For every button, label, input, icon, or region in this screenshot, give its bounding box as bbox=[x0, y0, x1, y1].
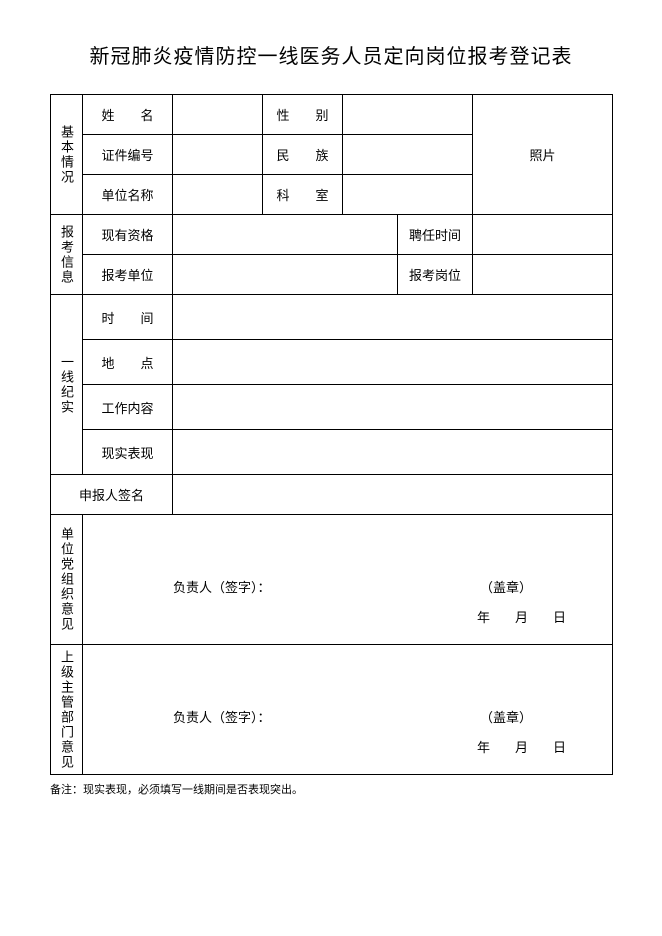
label-work-content: 工作内容 bbox=[83, 385, 173, 430]
unit-stamp-label: （盖章） bbox=[480, 577, 532, 596]
label-gender: 性 别 bbox=[263, 95, 343, 135]
value-unit-name bbox=[173, 175, 263, 215]
value-applicant-sign bbox=[173, 475, 613, 515]
label-id-number: 证件编号 bbox=[83, 135, 173, 175]
footnote: 备注：现实表现，必须填写一线期间是否表现突出。 bbox=[50, 781, 612, 797]
label-applicant-sign: 申报人签名 bbox=[51, 475, 173, 515]
unit-opinion-cell: 负责人（签字）： （盖章） 年 月 日 bbox=[83, 515, 613, 645]
value-qualification bbox=[173, 215, 398, 255]
section-basic-header: 基本情况 bbox=[51, 95, 83, 215]
label-name: 姓 名 bbox=[83, 95, 173, 135]
section-record-header: 一线纪实 bbox=[51, 295, 83, 475]
label-qualification: 现有资格 bbox=[83, 215, 173, 255]
value-apply-post bbox=[473, 255, 613, 295]
value-gender bbox=[343, 95, 473, 135]
unit-date-label: 年 月 日 bbox=[477, 607, 572, 626]
form-title: 新冠肺炎疫情防控一线医务人员定向岗位报考登记表 bbox=[50, 40, 612, 69]
label-appoint-time: 聘任时间 bbox=[398, 215, 473, 255]
section-exam-header: 报考信息 bbox=[51, 215, 83, 295]
label-apply-unit: 报考单位 bbox=[83, 255, 173, 295]
label-time: 时 间 bbox=[83, 295, 173, 340]
value-time bbox=[173, 295, 613, 340]
value-work-content bbox=[173, 385, 613, 430]
value-apply-unit bbox=[173, 255, 398, 295]
superior-date-label: 年 月 日 bbox=[477, 737, 572, 756]
value-department bbox=[343, 175, 473, 215]
label-ethnicity: 民 族 bbox=[263, 135, 343, 175]
value-name bbox=[173, 95, 263, 135]
superior-opinion-cell: 负责人（签字）： （盖章） 年 月 日 bbox=[83, 645, 613, 775]
superior-stamp-label: （盖章） bbox=[480, 707, 532, 726]
registration-form-table: 基本情况 姓 名 性 别 照片 证件编号 民 族 单位名称 科 室 报考信息 现… bbox=[50, 94, 613, 775]
photo-cell: 照片 bbox=[473, 95, 613, 215]
label-unit-name: 单位名称 bbox=[83, 175, 173, 215]
superior-sign-label: 负责人（签字）： bbox=[173, 707, 271, 726]
unit-sign-label: 负责人（签字）： bbox=[173, 577, 271, 596]
value-id-number bbox=[173, 135, 263, 175]
value-place bbox=[173, 340, 613, 385]
label-place: 地 点 bbox=[83, 340, 173, 385]
label-department: 科 室 bbox=[263, 175, 343, 215]
value-ethnicity bbox=[343, 135, 473, 175]
label-performance: 现实表现 bbox=[83, 430, 173, 475]
label-apply-post: 报考岗位 bbox=[398, 255, 473, 295]
value-performance bbox=[173, 430, 613, 475]
value-appoint-time bbox=[473, 215, 613, 255]
section-superior-opinion-header: 上级主管部门意见 bbox=[51, 645, 83, 775]
section-unit-opinion-header: 单位党组织意见 bbox=[51, 515, 83, 645]
